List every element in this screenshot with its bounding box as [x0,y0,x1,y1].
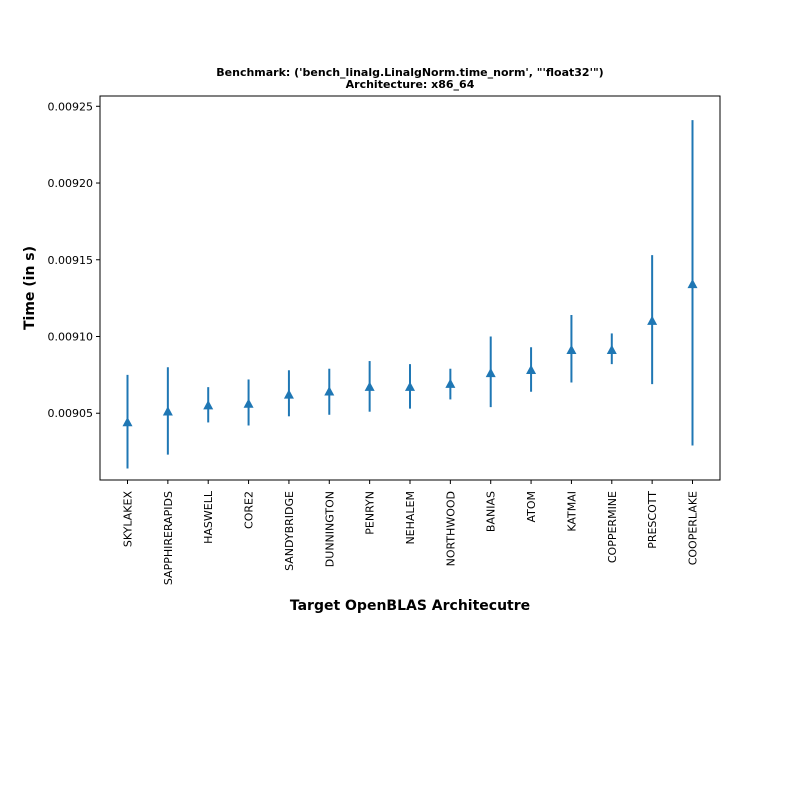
data-point-marker [687,278,698,289]
x-axis: SKYLAKEX SAPPHIRERAPIDS HASWELL CORE2 SANDYB… [122,480,700,585]
y-tick-label: 0.00915 [48,254,94,267]
data-point-marker [445,378,456,388]
x-tick-label: NORTHWOOD [444,491,457,566]
x-tick-label: SKYLAKEX [122,491,135,548]
plot-area [99,95,721,481]
x-tick-label: COPPERMINE [606,491,619,563]
data-point-marker [647,315,658,325]
data-point-marker [364,381,375,391]
x-tick-label: ATOM [525,491,538,523]
x-tick-label: NEHALEM [404,491,417,545]
data-point-marker [162,406,173,416]
data-point-marker [405,381,415,391]
data-point-marker [122,416,133,427]
y-tick-label: 0.00925 [48,100,94,113]
chart-title-line1: Benchmark: ('bench_linalg.LinalgNorm.tim… [216,66,603,79]
y-tick-label: 0.00910 [48,330,94,343]
y-tick-label: 0.00920 [48,177,94,190]
x-tick-label: KATMAI [565,491,578,532]
data-point-marker [606,344,617,355]
x-tick-label: PENRYN [364,491,377,535]
x-tick-label: CORE2 [243,491,256,529]
x-tick-label: BANIAS [485,491,498,532]
data-point-marker [566,344,577,355]
x-tick-label: SAPPHIRERAPIDS [162,491,175,585]
chart-title-line2: Architecture: x86_64 [346,78,475,91]
x-tick-label: COOPERLAKE [687,491,700,565]
data-point-marker [243,398,254,408]
y-tick-label: 0.00905 [48,407,94,420]
data-point-marker [526,364,537,375]
y-axis: 0.00905 0.00910 0.00915 0.00920 0.00925 [48,100,100,420]
x-axis-label: Target OpenBLAS Architecutre [290,598,530,614]
data-point-marker [283,389,294,399]
x-tick-label: PRESCOTT [646,491,659,549]
y-axis-label: Time (in s) [22,246,38,330]
data-series [122,120,698,469]
x-tick-label: SANDYBRIDGE [283,491,296,571]
x-tick-label: DUNNINGTON [323,491,336,567]
data-point-marker [324,386,335,396]
data-point-marker [485,367,496,378]
data-point-marker [203,400,214,410]
x-tick-label: HASWELL [202,490,215,544]
